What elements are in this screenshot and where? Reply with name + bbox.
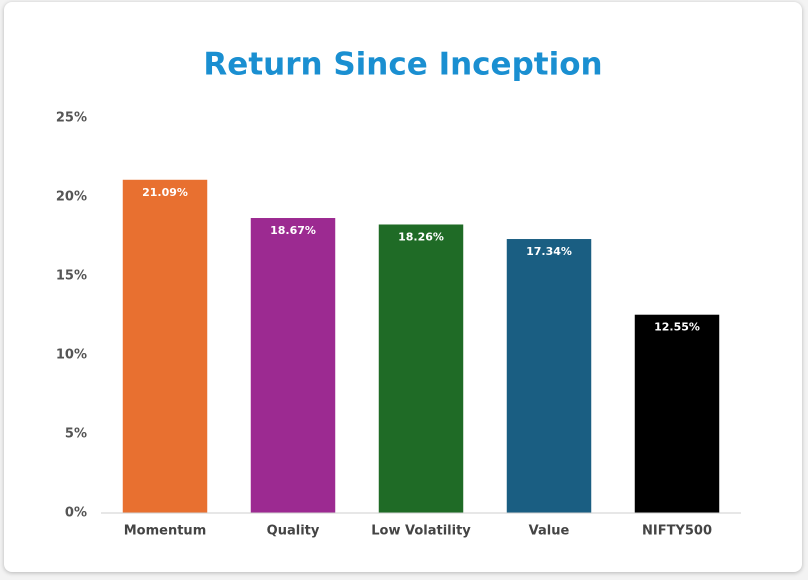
bar (506, 239, 592, 513)
y-tick-label: 10% (56, 348, 87, 363)
x-tick-label: Value (529, 524, 570, 539)
y-tick-label: 0% (65, 506, 87, 521)
bar (378, 224, 464, 513)
bar (634, 314, 720, 513)
bar (122, 179, 208, 513)
y-tick-label: 5% (65, 427, 87, 442)
x-tick-label: Momentum (124, 524, 207, 539)
bar (250, 218, 336, 513)
value-label: 21.09% (142, 186, 188, 199)
y-tick-label: 20% (56, 190, 87, 205)
value-label: 17.34% (526, 245, 572, 258)
x-tick-label: NIFTY500 (642, 524, 712, 539)
value-label: 18.67% (270, 224, 316, 237)
y-tick-label: 15% (56, 269, 87, 284)
y-tick-label: 25% (56, 111, 87, 126)
x-tick-label: Low Volatility (371, 524, 471, 539)
x-tick-label: Quality (267, 524, 320, 539)
value-label: 18.26% (398, 230, 444, 243)
chart-title: Return Since Inception (203, 47, 602, 83)
value-label: 12.55% (654, 321, 700, 334)
